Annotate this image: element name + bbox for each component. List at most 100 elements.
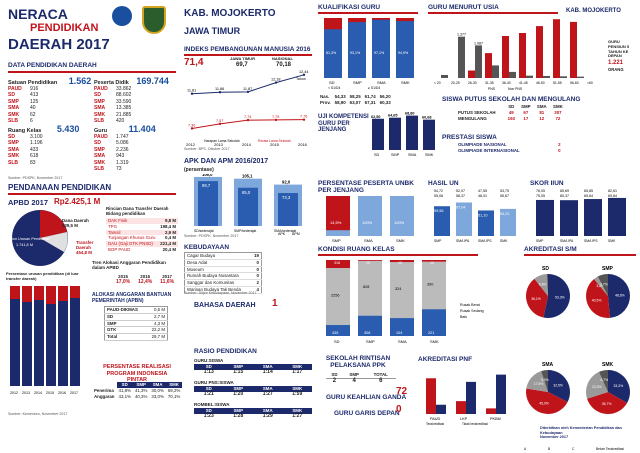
rls-label: 7,36 bbox=[188, 123, 195, 127]
un-nas: 53,75 bbox=[500, 189, 509, 193]
alokasi-label: SD bbox=[107, 313, 114, 319]
iiun-cat: SMP bbox=[536, 239, 544, 243]
kondisi-rusak-val: 13 bbox=[366, 261, 370, 265]
rasio-value: 1:15 bbox=[233, 368, 244, 375]
akr-slice-label: 5,0% bbox=[541, 378, 549, 382]
usia-bar-pns bbox=[519, 33, 526, 78]
iiun-chart: 76,05 85,69 65,85 82,61 75,05 80,37 65,64 69,84… bbox=[536, 189, 626, 243]
kebudayaan-row: Warisan Budaya Tak Benda 4 bbox=[184, 286, 262, 294]
akr-slice bbox=[548, 370, 570, 402]
pie-value-non: 1.741,8 M bbox=[16, 243, 33, 247]
usia-cat: >60 bbox=[587, 81, 593, 85]
akr-slice-label: 33,3% bbox=[613, 384, 623, 388]
usia-bar-pns bbox=[468, 70, 475, 78]
kelas-value: 618 bbox=[30, 153, 39, 160]
hls-point bbox=[302, 73, 306, 76]
akr-label: SMP bbox=[602, 266, 614, 272]
rasio-value: 1:23 bbox=[203, 412, 214, 419]
rls-label: 7,74 bbox=[244, 115, 251, 119]
rasio-rs-table: SD SMP SMA SMK 1:23 1:28 1:29 1:27 bbox=[194, 408, 312, 420]
kelas-value: 3.100 bbox=[30, 134, 43, 140]
apk-label: 92,0 bbox=[282, 180, 291, 185]
apm-bar bbox=[278, 193, 298, 226]
alokasi-value: 0,5 M bbox=[154, 307, 165, 312]
ipm-title: INDEKS PEMBANGUNAN MANUSIA 2016 bbox=[184, 46, 311, 53]
peserta-rows: PAUD 33.862 SD 88.602 SMP 33.590 SMA 13.385 SMK 2… bbox=[94, 86, 178, 124]
satuan-value: 413 bbox=[30, 92, 39, 99]
usia-cat: 26-30 bbox=[468, 81, 477, 85]
usia-title: GURU MENURUT USIA bbox=[428, 4, 499, 11]
guru-label: SLB bbox=[94, 166, 104, 173]
tren-year: 2017 bbox=[162, 274, 172, 279]
ukg-bar bbox=[406, 115, 418, 150]
pip-value: 41,8% bbox=[118, 387, 131, 393]
prestasi-value: 2 bbox=[558, 142, 561, 147]
apk-label: 105,1 bbox=[242, 174, 253, 179]
putus-value: 81 bbox=[539, 109, 545, 115]
province-name: JAWA TIMUR bbox=[184, 26, 241, 36]
rincian-label: Tamsil bbox=[108, 229, 121, 235]
guru-label: PAUD bbox=[94, 134, 108, 140]
pip-value: 70,1% bbox=[167, 393, 181, 399]
kelas-value: 83 bbox=[30, 159, 36, 166]
guru-row: SD 5.086 bbox=[94, 140, 178, 146]
kondisi-bar-sedang bbox=[358, 260, 382, 316]
putus-value: 67 bbox=[523, 109, 529, 115]
iiun-prov: 75,05 bbox=[536, 194, 545, 198]
alokasi-row: Total 29,7 M bbox=[104, 334, 168, 341]
akr-slice-label: 7,7% bbox=[600, 282, 608, 286]
ppk-table: SD SMP TOTAL 2 4 6 bbox=[326, 372, 396, 385]
bahasa-value: 1 bbox=[272, 298, 278, 309]
apk-sub: (persentase) bbox=[184, 167, 214, 173]
kual-bar-ge bbox=[324, 29, 342, 78]
data-pendidikan-title: DATA PENDIDIKAN DAERAH bbox=[8, 62, 97, 69]
rls-point bbox=[190, 127, 194, 130]
akr-slice-label: 23,3% bbox=[592, 385, 602, 389]
pip-col: SD bbox=[116, 382, 133, 388]
ukg-nas-value: 56,20 bbox=[379, 94, 391, 99]
ukg-nas-value: 61,74 bbox=[364, 94, 376, 99]
ppk-value: 2 bbox=[332, 377, 337, 384]
kondisi-bar-rusak bbox=[390, 260, 414, 263]
ukg-nas-value: 58,25 bbox=[349, 94, 361, 99]
pensiun-value: 1.221 bbox=[608, 60, 624, 66]
title-line3: DAERAH 2017 bbox=[8, 36, 110, 53]
iiun-prov: 65,64 bbox=[584, 194, 593, 198]
keb-label: Sanggar dan Komunitas bbox=[187, 280, 235, 286]
satuan-label: SMK bbox=[8, 111, 20, 118]
guru-value: 73 bbox=[116, 166, 122, 173]
akreditasi-charts: SD 53,3% 36,1% 9,8% SMP 48,6% 40,5% 3,2%7,7% SMA… bbox=[524, 266, 631, 451]
akr-slice-label: 45,0% bbox=[539, 402, 549, 406]
pip-label: Penerima bbox=[94, 387, 114, 393]
pnf-legend-tidak: Tidak terakreditasi bbox=[462, 422, 488, 426]
rasio-gp-label: GURU PNS:SISWA bbox=[194, 380, 234, 385]
un-label: 67,04 bbox=[456, 205, 466, 209]
hls-point bbox=[190, 92, 194, 95]
prop-year: 2014 bbox=[34, 391, 42, 395]
rasio-value: 1:27 bbox=[292, 412, 303, 419]
transfer-value: 454,8 M bbox=[76, 250, 92, 255]
akr-slice-label: 53,3% bbox=[555, 295, 565, 299]
title-line2: PENDIDIKAN bbox=[30, 22, 99, 34]
akr-label: SMA bbox=[542, 362, 554, 368]
rasio-rs-label: ROMBEL:SISWA bbox=[194, 402, 230, 407]
satuan-rows: PAUD 916 SD 413 SMP 125 SMA 40 SMK 62 SLB 6 bbox=[8, 86, 92, 124]
pip-label: Anggaran bbox=[94, 393, 115, 399]
peserta-row: SMP 33.590 bbox=[94, 99, 178, 105]
iiun-nas: 65,85 bbox=[584, 189, 593, 193]
un-cat: SMP bbox=[434, 239, 442, 243]
kebudayaan-row: Sanggar dan Komunitas 2 bbox=[184, 280, 262, 287]
rasio-gs-label: GURU:SISWA bbox=[194, 358, 224, 363]
guru-value: 1.319 bbox=[116, 159, 129, 166]
unbk-cat: SMA bbox=[364, 238, 373, 243]
iiun-bar bbox=[560, 200, 578, 236]
kebudayaan-row: Museum 0 bbox=[184, 266, 262, 273]
kelas-block: Ruang Kelas 5.430 SD 3.100 SMP 1.196 SMA 433 S… bbox=[8, 124, 92, 166]
kelas-row: SLB 83 bbox=[8, 160, 92, 166]
rasio-value: 1:13 bbox=[203, 368, 214, 375]
ukg-cat: SMA bbox=[408, 153, 417, 156]
un-prov: 55,08 bbox=[434, 194, 443, 198]
satuan-row: SMK 62 bbox=[8, 112, 92, 118]
hls-point bbox=[274, 81, 278, 84]
guru-row: SMK 1.319 bbox=[94, 160, 178, 166]
